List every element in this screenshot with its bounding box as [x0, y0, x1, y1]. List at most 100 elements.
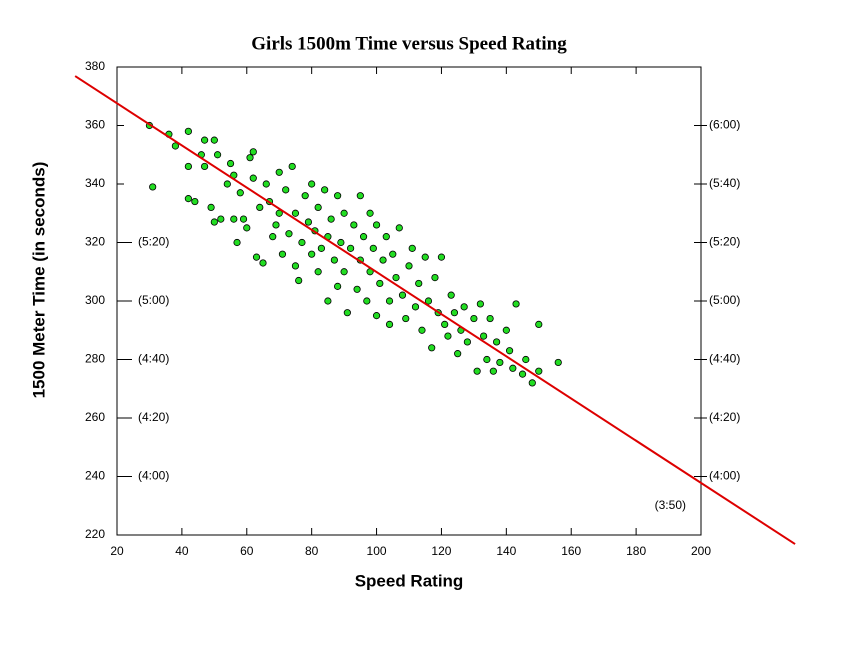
- point: [460, 303, 468, 311]
- point: [463, 338, 471, 346]
- point: [217, 215, 225, 223]
- point: [447, 291, 455, 299]
- point: [201, 162, 209, 171]
- point: [272, 221, 280, 229]
- point: [269, 233, 277, 241]
- point: [343, 309, 351, 317]
- point: [201, 136, 209, 144]
- point: [554, 358, 562, 367]
- x-tick-label: 80: [305, 544, 319, 558]
- y2-tick-label: (4:20): [709, 410, 740, 424]
- point: [366, 209, 374, 217]
- point: [483, 355, 491, 364]
- inner-label: (4:00): [138, 469, 169, 483]
- point: [184, 162, 192, 171]
- point: [376, 279, 384, 288]
- y-tick-label: 280: [85, 352, 105, 366]
- point: [207, 203, 215, 211]
- x-tick-label: 160: [561, 544, 581, 558]
- point: [346, 244, 355, 252]
- x-tick-label: 200: [691, 544, 711, 558]
- point: [470, 314, 478, 323]
- point: [314, 268, 322, 276]
- point: [418, 326, 426, 334]
- point: [385, 320, 394, 328]
- point: [285, 230, 293, 238]
- point: [239, 215, 248, 223]
- point: [428, 344, 436, 352]
- y2-tick-label: (5:40): [709, 176, 740, 190]
- point: [473, 367, 481, 375]
- point: [518, 370, 527, 378]
- point: [321, 186, 329, 194]
- point: [171, 142, 179, 150]
- regression-line: [74, 75, 796, 545]
- inner-label: (5:20): [138, 235, 169, 249]
- x-tick-label: 100: [367, 544, 387, 558]
- point: [317, 244, 325, 252]
- y-tick-label: 220: [85, 527, 105, 541]
- point: [385, 297, 394, 305]
- y-tick-label: 260: [85, 410, 105, 424]
- point: [350, 221, 358, 229]
- y-tick-label: 360: [85, 118, 105, 132]
- y-tick-label: 240: [85, 469, 105, 483]
- point: [382, 233, 390, 241]
- point: [505, 347, 514, 355]
- point: [486, 314, 494, 323]
- point: [298, 238, 306, 247]
- point: [334, 192, 342, 200]
- point: [288, 162, 296, 171]
- point: [444, 332, 452, 340]
- point: [233, 238, 241, 247]
- point: [340, 209, 348, 217]
- point: [210, 218, 218, 226]
- point: [398, 291, 407, 299]
- point: [437, 253, 446, 261]
- x-tick-label: 140: [496, 544, 516, 558]
- point: [223, 180, 231, 188]
- point: [324, 297, 332, 305]
- point: [314, 203, 322, 211]
- point: [492, 338, 501, 346]
- point: [522, 355, 530, 364]
- y-tick-label: 380: [85, 59, 105, 73]
- point: [512, 300, 520, 308]
- y-axis-title: 1500 Meter Time (in seconds): [29, 162, 48, 399]
- point: [259, 259, 267, 267]
- point: [213, 151, 222, 159]
- point: [262, 180, 270, 188]
- point: [480, 332, 488, 340]
- point: [454, 350, 462, 358]
- point: [337, 238, 345, 247]
- y-tick-label: 320: [85, 235, 105, 249]
- x-tick-label: 60: [240, 544, 254, 558]
- point: [304, 218, 313, 226]
- point: [236, 189, 244, 197]
- point: [402, 314, 410, 323]
- point: [291, 209, 300, 217]
- point: [509, 364, 517, 372]
- point: [249, 174, 257, 182]
- x-tick-label: 20: [110, 544, 124, 558]
- point: [441, 320, 449, 328]
- point: [369, 244, 377, 252]
- inner-label: (4:40): [138, 352, 169, 366]
- point: [389, 250, 397, 258]
- point: [184, 127, 192, 135]
- point: [408, 244, 416, 252]
- point: [353, 285, 361, 293]
- x-tick-label: 120: [431, 544, 451, 558]
- point: [149, 183, 157, 191]
- y-tick-label: 300: [85, 293, 105, 307]
- point: [431, 273, 439, 282]
- point: [230, 215, 238, 223]
- point: [359, 233, 368, 241]
- point: [282, 186, 290, 194]
- point: [411, 303, 420, 311]
- point: [249, 148, 257, 156]
- point: [226, 159, 235, 168]
- point: [502, 326, 510, 334]
- point: [356, 192, 364, 200]
